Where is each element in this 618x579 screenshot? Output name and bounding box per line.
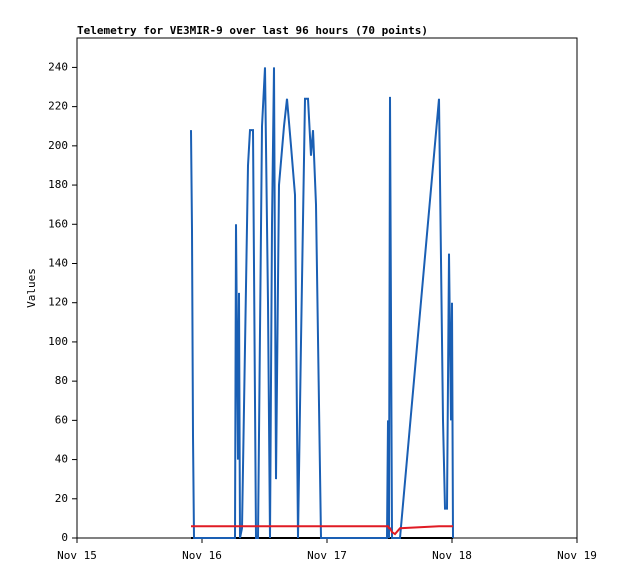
- x-tick-label: Nov 18: [432, 549, 472, 562]
- x-tick-label: Nov 16: [182, 549, 222, 562]
- series-line: [191, 525, 453, 536]
- x-tick-label: Nov 17: [307, 549, 347, 562]
- y-tick-label: 220: [48, 100, 68, 113]
- y-axis-label: Values: [25, 268, 38, 308]
- y-tick-label: 140: [48, 256, 68, 269]
- y-tick-label: 40: [55, 453, 68, 466]
- plot-frame: [76, 37, 578, 539]
- y-tick-label: 180: [48, 178, 68, 191]
- y-tick-label: 80: [55, 374, 68, 387]
- y-tick-label: 60: [55, 413, 68, 426]
- y-tick-label: 240: [48, 60, 68, 73]
- y-tick-label: 100: [48, 335, 68, 348]
- chart-title: Telemetry for VE3MIR-9 over last 96 hour…: [77, 24, 428, 37]
- y-tick-label: 160: [48, 217, 68, 230]
- y-tick-label: 200: [48, 139, 68, 152]
- x-tick-label: Nov 15: [57, 549, 97, 562]
- y-tick-label: 20: [55, 492, 68, 505]
- x-tick-label: Nov 19: [557, 549, 597, 562]
- series-line: [190, 67, 454, 539]
- y-tick-label: 120: [48, 296, 68, 309]
- y-tick-label: 0: [61, 531, 68, 544]
